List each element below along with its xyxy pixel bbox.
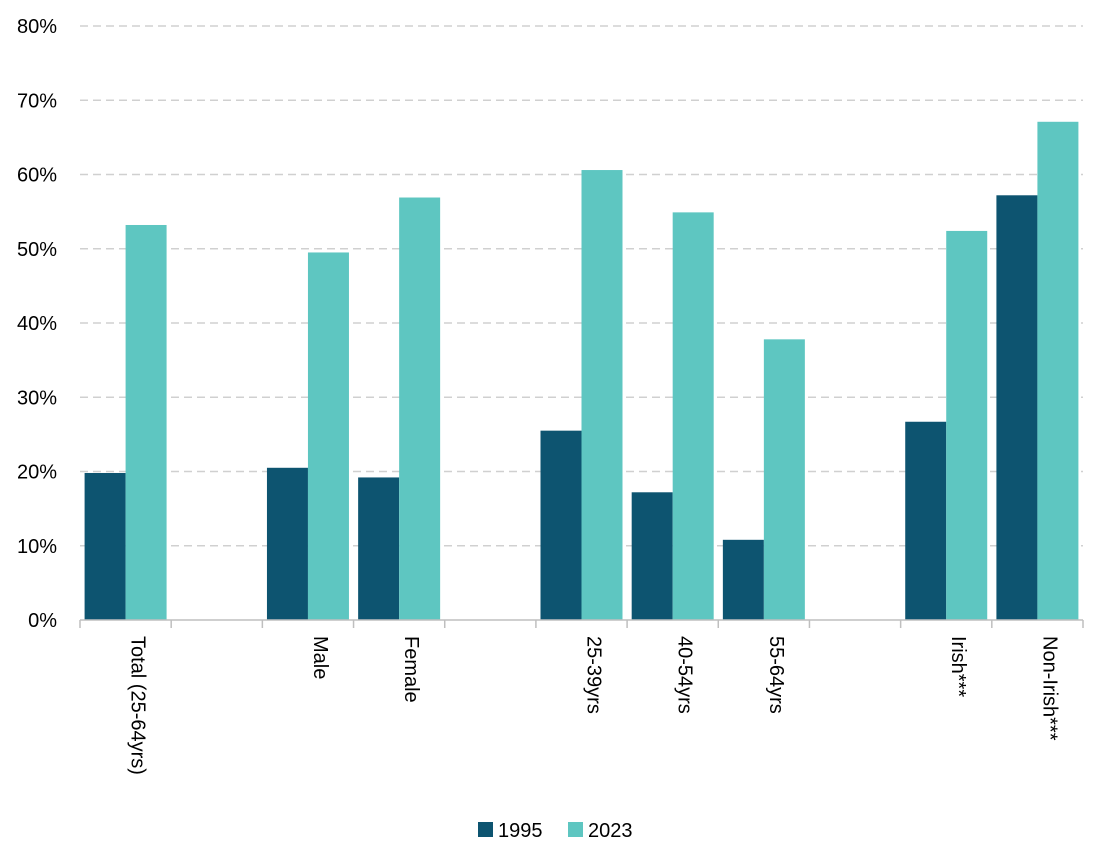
- legend-swatch-2023: [568, 822, 583, 837]
- category-label: Non-Irish***: [1038, 636, 1060, 741]
- bar-2023: [581, 170, 623, 621]
- y-tick-label: 80%: [17, 16, 57, 38]
- y-tick-label: 0%: [28, 610, 57, 632]
- bar-1995: [540, 430, 582, 620]
- y-tick-label: 10%: [17, 536, 57, 558]
- legend-swatch-1995: [478, 822, 493, 837]
- category-label: Irish***: [947, 636, 969, 697]
- bars: [84, 121, 1079, 621]
- bar-1995: [84, 472, 126, 620]
- x-axis-ticks: Total (25-64yrs) Male Female 25-39yrs 40-54y…: [79, 620, 1084, 775]
- category-label: 25-39yrs: [583, 636, 605, 714]
- legend-label-1995: 1995: [498, 820, 543, 842]
- y-tick-label: 70%: [17, 90, 57, 112]
- category-label: Female: [400, 636, 422, 703]
- bar-2023: [125, 224, 167, 621]
- category-label: Male: [309, 636, 331, 679]
- category-label: 55-64yrs: [765, 636, 787, 714]
- y-tick-label: 30%: [17, 387, 57, 409]
- bar-2023: [307, 252, 349, 620]
- legend-label-2023: 2023: [588, 820, 633, 842]
- bar-1995: [722, 539, 764, 620]
- y-tick-label: 50%: [17, 239, 57, 261]
- bar-1995: [996, 195, 1038, 621]
- y-axis-ticks: 0% 10% 20% 30% 40% 50% 60% 70% 80%: [17, 16, 57, 632]
- category-label: Total (25-64yrs): [127, 636, 149, 775]
- category-label: 40-54yrs: [674, 636, 696, 714]
- bar-2023: [672, 212, 714, 620]
- bar-2023: [763, 339, 805, 620]
- bar-1995: [905, 421, 947, 620]
- bar-2023: [946, 230, 988, 620]
- bar-2023: [399, 197, 441, 620]
- y-tick-label: 60%: [17, 165, 57, 187]
- bar-2023: [1037, 121, 1079, 620]
- legend: 1995 2023: [478, 820, 633, 842]
- bar-1995: [266, 467, 308, 620]
- y-tick-label: 20%: [17, 462, 57, 484]
- bar-1995: [358, 477, 400, 620]
- y-tick-label: 40%: [17, 313, 57, 335]
- bar-1995: [631, 492, 673, 620]
